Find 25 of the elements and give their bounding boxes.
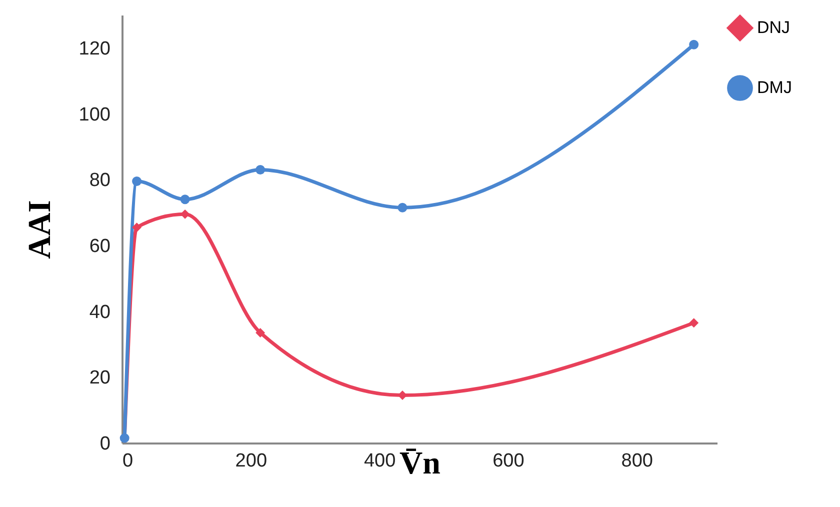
y-tick-label: 0 (100, 434, 110, 454)
x-tick-label: 800 (621, 450, 653, 472)
legend-label: DMJ (757, 78, 792, 97)
x-tick-label: 0 (122, 450, 134, 472)
y-axis-title: AAI (20, 200, 57, 259)
y-tick-label: 40 (89, 302, 110, 323)
point (132, 176, 142, 186)
y-tick-label: 120 (78, 38, 110, 60)
y-tick-label: 100 (78, 104, 110, 126)
point (256, 165, 266, 174)
x-tick-label: 600 (492, 450, 524, 472)
point (398, 202, 408, 212)
point (398, 390, 408, 400)
y-tick-label: 60 (89, 236, 110, 257)
point (180, 194, 190, 204)
y-tick-label: 20 (89, 368, 110, 389)
x-axis-title: V̄n (400, 444, 441, 480)
point (689, 40, 699, 50)
point (132, 222, 142, 232)
x-tick-label: 400 (364, 450, 396, 472)
y-tick-label: 80 (89, 170, 110, 192)
point (256, 328, 266, 338)
legend-label: DNJ (757, 18, 790, 37)
point (689, 318, 699, 328)
x-tick-label: 200 (235, 450, 267, 472)
